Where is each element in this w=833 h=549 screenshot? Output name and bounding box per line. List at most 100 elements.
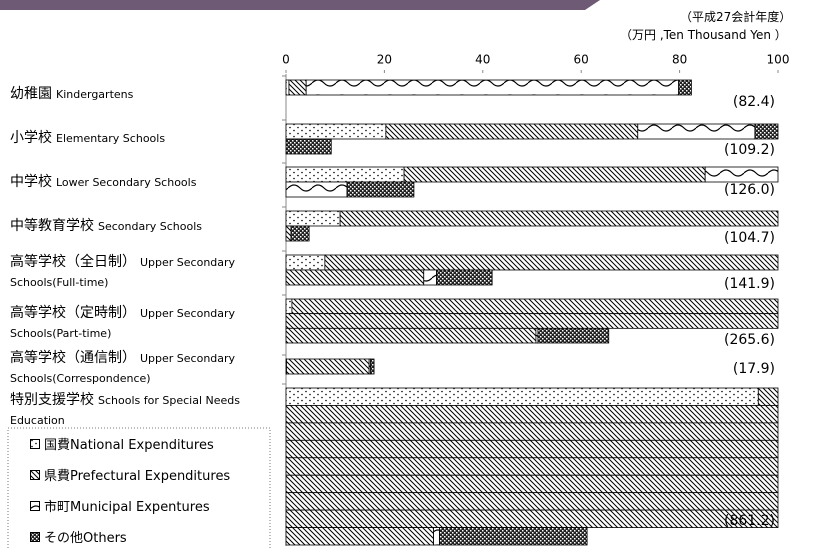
legend-item: 県費Prefectural Expenditures (30, 465, 230, 484)
bar-segment (286, 358, 370, 375)
bar-segment (285, 527, 435, 546)
bar-segment (285, 439, 779, 459)
total-label: (126.0) (724, 182, 775, 198)
label-ja: 高等学校（通信制） (10, 350, 136, 366)
category-label: 高等学校（定時制） Upper Secondary Schools(Part-ti… (10, 303, 270, 343)
bar-segment (537, 327, 610, 344)
bar-segment (324, 254, 779, 271)
legend-item: その他Others (30, 527, 127, 546)
bar-segment (285, 138, 332, 155)
bar-segment (436, 269, 493, 286)
bar-segment (423, 269, 437, 286)
legend-icon (30, 469, 40, 480)
bar-segment (370, 358, 375, 375)
legend-icon (30, 531, 40, 542)
label-en: Elementary Schools (56, 132, 166, 145)
bar-segment (637, 123, 756, 140)
bar-segment (285, 254, 326, 271)
legend-label: 市町Municipal Expentures (44, 500, 210, 515)
bar-segment (285, 166, 405, 183)
label-ja: 高等学校（定時制） (10, 305, 136, 321)
bar-segment (433, 527, 440, 546)
legend-item: 市町Municipal Expentures (30, 496, 210, 515)
label-ja: 幼稚園 (10, 86, 52, 102)
label-ja: 高等学校（全日制） (10, 254, 136, 270)
label-en: Secondary Schools (98, 220, 203, 233)
bar-segment (285, 79, 290, 96)
legend-label: その他Others (44, 531, 127, 546)
bar-segment (285, 474, 779, 494)
category-label: 幼稚園 Kindergartens (10, 84, 270, 104)
total-label: (265.6) (724, 332, 775, 348)
legend-label: 県費Prefectural Expenditures (44, 469, 231, 484)
label-en: Upper Secondary Schools(Full-time) (10, 256, 236, 289)
unit: （万円 ,Ten Thousand Yen ） (620, 28, 787, 42)
category-label: 中学校 Lower Secondary Schools (10, 172, 270, 192)
header-band (0, 0, 600, 10)
label-en: Upper Secondary Schools(Correspondence) (10, 352, 236, 385)
label-en: Lower Secondary Schools (56, 176, 197, 189)
bar-segment (285, 492, 779, 511)
bar-segment (757, 387, 779, 406)
bar-segment (285, 509, 779, 528)
category-label: 小学校 Elementary Schools (10, 128, 270, 148)
label-ja: 小学校 (10, 130, 52, 146)
x-tick-label: 100 (767, 53, 790, 67)
bar-segment (288, 79, 307, 96)
label-ja: 中学校 (10, 174, 52, 190)
bar-segment (291, 298, 779, 315)
bar-segment (285, 210, 341, 227)
total-label: (109.2) (724, 142, 775, 158)
bar-segment (403, 166, 706, 183)
category-label: 高等学校（通信制） Upper Secondary Schools(Corresp… (10, 348, 270, 388)
x-tick-label: 40 (475, 53, 490, 67)
bar-segment (290, 225, 310, 242)
legend-swatch (30, 438, 40, 449)
total-label: (82.4) (733, 94, 775, 110)
x-tick-label: 60 (574, 53, 589, 67)
bar-segment (285, 387, 759, 406)
bar-segment (346, 181, 415, 198)
legend-swatch (30, 469, 40, 480)
label-ja: 中等教育学校 (10, 218, 94, 234)
bar-segment (285, 457, 779, 476)
total-label: (141.9) (724, 276, 775, 292)
fiscal-year: （平成27会計年度） (680, 10, 792, 24)
label-en: Kindergartens (56, 88, 134, 101)
bar-segment (704, 166, 779, 183)
total-label: (17.9) (733, 361, 775, 377)
bar-segment (678, 79, 692, 96)
legend-swatch (30, 531, 40, 542)
category-label: 特別支援学校 Schools for Special Needs Educatio… (10, 390, 270, 430)
label-ja: 特別支援学校 (10, 392, 94, 408)
category-label: 中等教育学校 Secondary Schools (10, 216, 270, 236)
bar-segment (285, 422, 779, 441)
bar-segment (285, 327, 537, 344)
bar-segment (439, 527, 588, 546)
x-tick-label: 0 (282, 53, 290, 67)
total-label: (861.2) (724, 513, 775, 529)
legend-icon (30, 500, 40, 511)
legend-label: 国費National Expenditures (44, 438, 214, 453)
legend-swatch (30, 500, 40, 511)
label-en: Upper Secondary Schools(Part-time) (10, 307, 236, 340)
total-label: (104.7) (724, 230, 775, 246)
bar-segment (754, 123, 779, 140)
legend-item: 国費National Expenditures (30, 434, 214, 453)
bar-segment (285, 123, 387, 140)
bar-segment (385, 123, 639, 140)
bar-segment (285, 181, 348, 198)
bar-segment (285, 313, 779, 329)
legend-icon (30, 438, 40, 449)
bar-segment (305, 79, 680, 96)
x-tick-label: 80 (672, 53, 687, 67)
bar-segment (285, 405, 779, 424)
bar-segment (339, 210, 779, 227)
bar-segment (285, 225, 292, 242)
x-tick-label: 20 (377, 53, 392, 67)
legend-box (7, 427, 271, 549)
label-en: Schools for Special Needs Education (10, 394, 240, 427)
category-label: 高等学校（全日制） Upper Secondary Schools(Full-ti… (10, 252, 270, 292)
